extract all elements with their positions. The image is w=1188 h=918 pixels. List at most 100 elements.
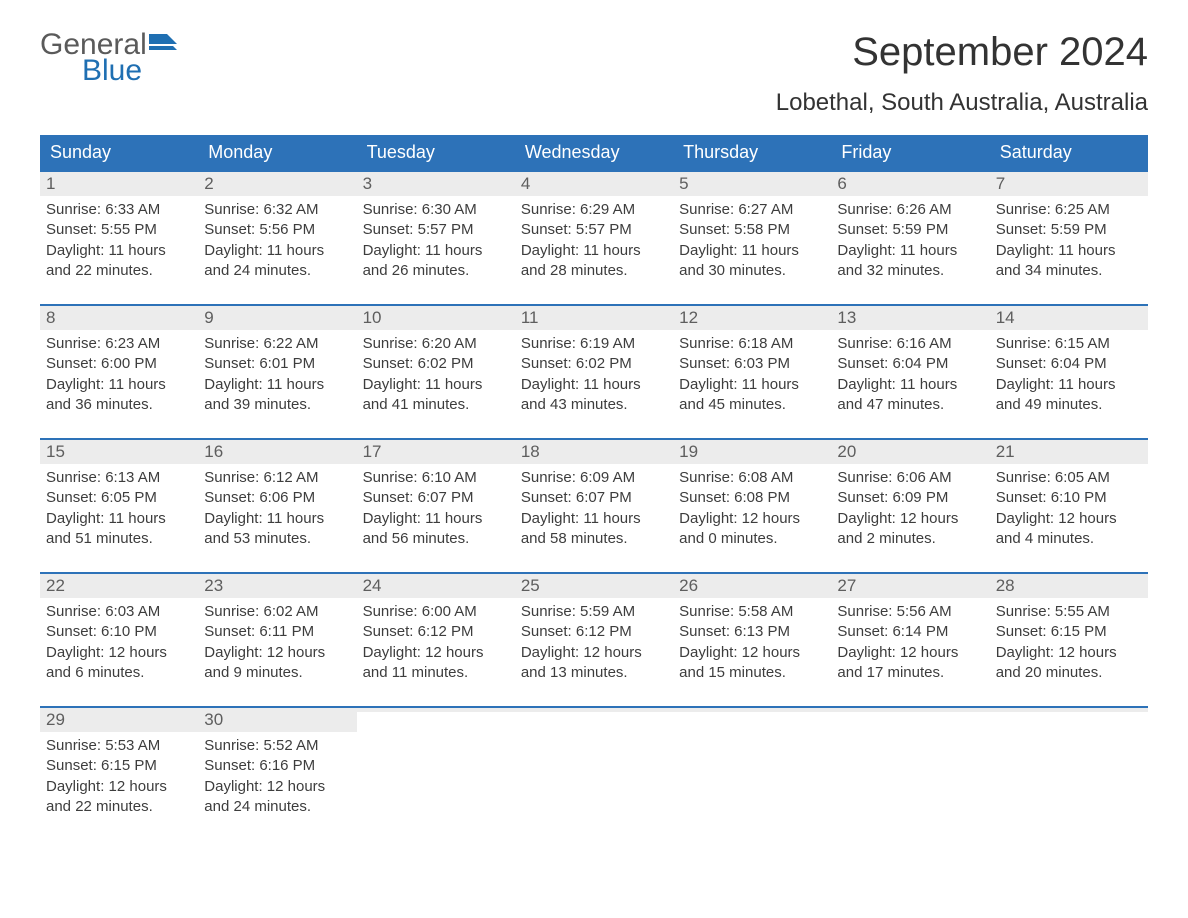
day-body: Sunrise: 6:02 AMSunset: 6:11 PMDaylight:…	[198, 598, 356, 689]
sunrise-text: Sunrise: 6:09 AM	[521, 468, 667, 488]
day-number-row: 27	[831, 574, 989, 598]
sunrise-text: Sunrise: 5:56 AM	[837, 602, 983, 622]
day-number: 29	[46, 710, 65, 729]
sunrise-text: Sunrise: 6:10 AM	[363, 468, 509, 488]
day-body: Sunrise: 6:30 AMSunset: 5:57 PMDaylight:…	[357, 196, 515, 287]
d1-text: Daylight: 11 hours	[46, 241, 192, 261]
d2-text: and 47 minutes.	[837, 395, 983, 415]
sunset-text: Sunset: 6:16 PM	[204, 756, 350, 776]
sunrise-text: Sunrise: 6:32 AM	[204, 200, 350, 220]
day-body: Sunrise: 6:09 AMSunset: 6:07 PMDaylight:…	[515, 464, 673, 555]
d2-text: and 26 minutes.	[363, 261, 509, 281]
d1-text: Daylight: 11 hours	[363, 241, 509, 261]
sunrise-text: Sunrise: 6:12 AM	[204, 468, 350, 488]
flag-icon	[149, 34, 177, 56]
d1-text: Daylight: 11 hours	[521, 509, 667, 529]
brand-logo: General Blue	[40, 30, 177, 86]
calendar-day-cell: 1Sunrise: 6:33 AMSunset: 5:55 PMDaylight…	[40, 170, 198, 304]
day-of-week-header: Tuesday	[357, 135, 515, 170]
day-body: Sunrise: 6:32 AMSunset: 5:56 PMDaylight:…	[198, 196, 356, 287]
day-body: Sunrise: 5:59 AMSunset: 6:12 PMDaylight:…	[515, 598, 673, 689]
day-of-week-header: Wednesday	[515, 135, 673, 170]
day-number: 14	[996, 308, 1015, 327]
calendar-day-cell	[831, 706, 989, 840]
d2-text: and 15 minutes.	[679, 663, 825, 683]
day-body: Sunrise: 5:56 AMSunset: 6:14 PMDaylight:…	[831, 598, 989, 689]
day-body: Sunrise: 6:03 AMSunset: 6:10 PMDaylight:…	[40, 598, 198, 689]
day-number: 16	[204, 442, 223, 461]
day-number: 20	[837, 442, 856, 461]
day-number: 4	[521, 174, 530, 193]
calendar-day-cell	[357, 706, 515, 840]
sunrise-text: Sunrise: 6:02 AM	[204, 602, 350, 622]
day-number-row: 15	[40, 440, 198, 464]
sunrise-text: Sunrise: 6:26 AM	[837, 200, 983, 220]
sunrise-text: Sunrise: 5:59 AM	[521, 602, 667, 622]
header-row: General Blue September 2024 Lobethal, So…	[40, 30, 1148, 117]
day-number-row: 30	[198, 708, 356, 732]
day-number-row: 7	[990, 172, 1148, 196]
day-number-row: 24	[357, 574, 515, 598]
sunrise-text: Sunrise: 6:05 AM	[996, 468, 1142, 488]
day-number-row: 3	[357, 172, 515, 196]
d2-text: and 53 minutes.	[204, 529, 350, 549]
d2-text: and 6 minutes.	[46, 663, 192, 683]
sunset-text: Sunset: 6:06 PM	[204, 488, 350, 508]
sunset-text: Sunset: 5:59 PM	[837, 220, 983, 240]
calendar-day-cell: 22Sunrise: 6:03 AMSunset: 6:10 PMDayligh…	[40, 572, 198, 706]
day-number-row: 29	[40, 708, 198, 732]
day-body: Sunrise: 6:29 AMSunset: 5:57 PMDaylight:…	[515, 196, 673, 287]
sunset-text: Sunset: 6:11 PM	[204, 622, 350, 642]
day-body: Sunrise: 6:25 AMSunset: 5:59 PMDaylight:…	[990, 196, 1148, 287]
d1-text: Daylight: 12 hours	[363, 643, 509, 663]
sunrise-text: Sunrise: 5:52 AM	[204, 736, 350, 756]
calendar-day-cell: 4 Sunrise: 6:29 AMSunset: 5:57 PMDaylight…	[515, 170, 673, 304]
d2-text: and 11 minutes.	[363, 663, 509, 683]
day-number: 24	[363, 576, 382, 595]
d1-text: Daylight: 12 hours	[46, 643, 192, 663]
d2-text: and 41 minutes.	[363, 395, 509, 415]
d1-text: Daylight: 11 hours	[46, 509, 192, 529]
d2-text: and 24 minutes.	[204, 797, 350, 817]
d2-text: and 58 minutes.	[521, 529, 667, 549]
d1-text: Daylight: 12 hours	[837, 643, 983, 663]
d2-text: and 36 minutes.	[46, 395, 192, 415]
day-number-row: 5	[673, 172, 831, 196]
calendar-day-cell: 8Sunrise: 6:23 AMSunset: 6:00 PMDaylight…	[40, 304, 198, 438]
sunset-text: Sunset: 5:56 PM	[204, 220, 350, 240]
day-body	[831, 712, 989, 722]
calendar-day-cell	[990, 706, 1148, 840]
day-number-row: 23	[198, 574, 356, 598]
sunrise-text: Sunrise: 6:25 AM	[996, 200, 1142, 220]
sunrise-text: Sunrise: 6:08 AM	[679, 468, 825, 488]
day-body	[673, 712, 831, 722]
d2-text: and 2 minutes.	[837, 529, 983, 549]
day-number: 18	[521, 442, 540, 461]
day-number: 17	[363, 442, 382, 461]
d1-text: Daylight: 11 hours	[363, 375, 509, 395]
d1-text: Daylight: 12 hours	[521, 643, 667, 663]
sunrise-text: Sunrise: 6:19 AM	[521, 334, 667, 354]
day-body: Sunrise: 6:20 AMSunset: 6:02 PMDaylight:…	[357, 330, 515, 421]
d1-text: Daylight: 12 hours	[46, 777, 192, 797]
logo-text-blue: Blue	[82, 56, 177, 86]
day-number: 26	[679, 576, 698, 595]
calendar-day-cell: 20Sunrise: 6:06 AMSunset: 6:09 PMDayligh…	[831, 438, 989, 572]
d2-text: and 32 minutes.	[837, 261, 983, 281]
d1-text: Daylight: 12 hours	[837, 509, 983, 529]
day-number: 28	[996, 576, 1015, 595]
sunrise-text: Sunrise: 6:15 AM	[996, 334, 1142, 354]
calendar-day-cell: 24Sunrise: 6:00 AMSunset: 6:12 PMDayligh…	[357, 572, 515, 706]
sunset-text: Sunset: 6:15 PM	[996, 622, 1142, 642]
day-body: Sunrise: 6:23 AMSunset: 6:00 PMDaylight:…	[40, 330, 198, 421]
day-number-row: 18	[515, 440, 673, 464]
sunrise-text: Sunrise: 6:20 AM	[363, 334, 509, 354]
calendar-day-cell: 29Sunrise: 5:53 AMSunset: 6:15 PMDayligh…	[40, 706, 198, 840]
d1-text: Daylight: 11 hours	[996, 241, 1142, 261]
day-body: Sunrise: 6:08 AMSunset: 6:08 PMDaylight:…	[673, 464, 831, 555]
d2-text: and 22 minutes.	[46, 797, 192, 817]
location-text: Lobethal, South Australia, Australia	[776, 89, 1148, 117]
d2-text: and 56 minutes.	[363, 529, 509, 549]
calendar-day-cell: 27Sunrise: 5:56 AMSunset: 6:14 PMDayligh…	[831, 572, 989, 706]
sunrise-text: Sunrise: 6:30 AM	[363, 200, 509, 220]
